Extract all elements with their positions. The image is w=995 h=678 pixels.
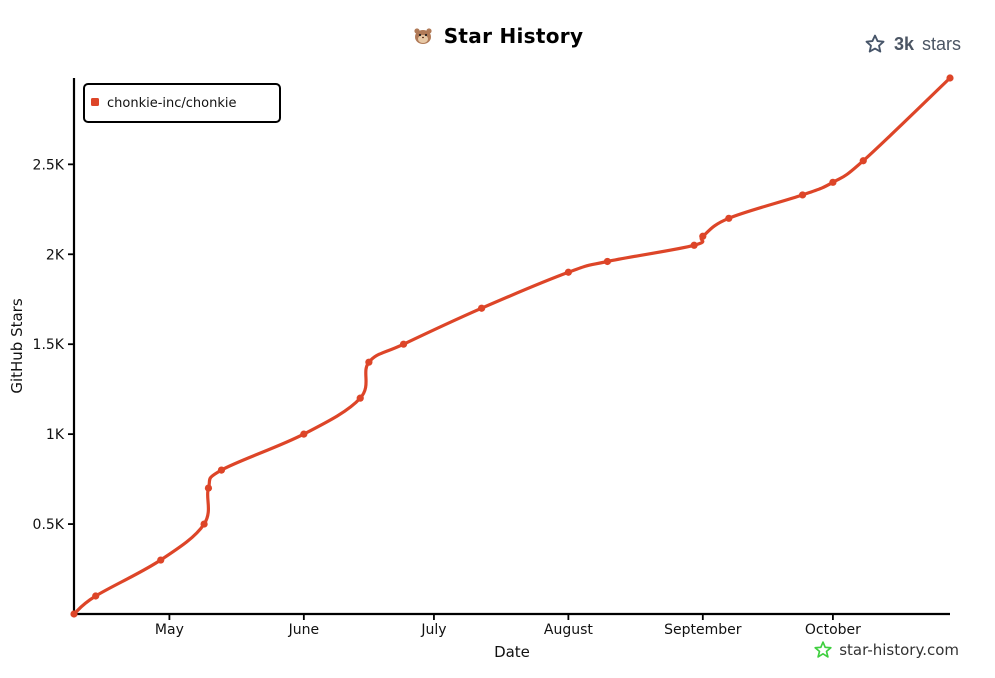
data-point <box>399 340 408 348</box>
star-history-logo-icon <box>814 641 832 658</box>
x-tick-label: July <box>420 622 446 638</box>
legend-swatch <box>91 98 99 106</box>
data-point <box>300 430 308 438</box>
y-tick-label: 1K <box>46 427 65 443</box>
github-stars-badge[interactable]: 3k stars <box>864 33 961 55</box>
data-point <box>204 484 213 492</box>
y-tick-label: 2.5K <box>33 157 65 173</box>
series-points <box>70 74 954 618</box>
data-point <box>603 257 612 266</box>
x-axis-ticks: May June July August September October <box>155 614 861 638</box>
legend-box <box>83 83 281 123</box>
legend: chonkie-inc/chonkie <box>83 83 281 123</box>
x-tick-label: September <box>664 622 742 638</box>
hamster-logo-icon <box>414 28 432 44</box>
data-point <box>564 268 572 276</box>
y-tick-label: 1.5K <box>33 337 65 353</box>
data-point <box>365 358 373 366</box>
data-point <box>946 74 954 82</box>
series-line <box>72 76 952 616</box>
data-point <box>690 241 698 249</box>
y-axis-ticks: 0.5K 1K 1.5K 2K 2.5K <box>33 157 74 533</box>
data-point <box>217 466 226 474</box>
star-outline-icon <box>865 34 885 53</box>
x-tick-label: August <box>544 622 594 638</box>
data-point <box>829 178 837 186</box>
axes <box>72 78 950 616</box>
data-point <box>70 610 78 618</box>
data-point <box>200 520 208 528</box>
x-axis-title: Date <box>494 643 530 661</box>
x-tick-label: October <box>805 622 861 638</box>
data-point <box>92 592 100 600</box>
data-point <box>798 191 807 199</box>
x-tick-label: June <box>288 622 320 638</box>
data-point <box>356 394 364 402</box>
y-tick-label: 2K <box>46 247 65 263</box>
y-axis-title: GitHub Stars <box>8 298 26 394</box>
data-point <box>725 214 733 222</box>
watermark-text: star-history.com <box>839 641 959 659</box>
chart-title: Star History <box>0 24 995 48</box>
x-tick-label: May <box>155 622 184 638</box>
data-point <box>859 157 867 165</box>
y-tick-label: 0.5K <box>33 517 65 533</box>
data-point <box>699 232 707 240</box>
stars-label: stars <box>921 33 961 54</box>
stars-count: 3k <box>893 33 914 54</box>
data-point <box>478 304 486 312</box>
legend-label: chonkie-inc/chonkie <box>107 96 237 111</box>
watermark-link[interactable]: star-history.com <box>813 640 959 660</box>
data-point <box>157 556 165 564</box>
chart-title-text: Star History <box>443 24 584 48</box>
